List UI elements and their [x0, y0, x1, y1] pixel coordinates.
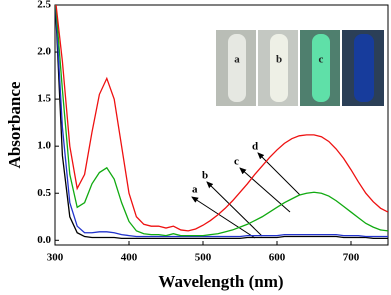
line-series: [55, 5, 388, 237]
y-tick-label: 2.5: [37, 0, 51, 11]
annotation: d: [252, 141, 258, 153]
y-tick-label: 0.5: [37, 187, 51, 199]
inset-photo: [214, 28, 386, 108]
annotation: a: [192, 184, 198, 196]
y-axis-title: Absorbance: [5, 81, 24, 168]
annotation: b: [202, 170, 208, 182]
inset-label: c: [319, 54, 324, 66]
line-series: [55, 5, 388, 240]
plot-frame: [54, 4, 389, 246]
x-tick-label: 700: [343, 252, 360, 264]
line-series: [55, 5, 388, 238]
y-tick-label: 0.0: [37, 234, 51, 246]
inset-label: b: [276, 54, 282, 66]
annotation: c: [234, 156, 239, 168]
y-tick-label: 2.0: [37, 46, 51, 58]
line-series: [55, 5, 388, 232]
plot-lines: [55, 5, 388, 240]
x-tick-label: 600: [269, 252, 286, 264]
inset-label: a: [234, 54, 240, 66]
x-axis-title: Wavelength (nm): [158, 272, 283, 291]
y-tick-label: 1.0: [37, 140, 51, 152]
y-tick-label: 1.5: [37, 93, 51, 105]
x-tick-label: 400: [121, 252, 138, 264]
x-tick-label: 300: [47, 252, 64, 264]
x-tick-label: 500: [195, 252, 212, 264]
